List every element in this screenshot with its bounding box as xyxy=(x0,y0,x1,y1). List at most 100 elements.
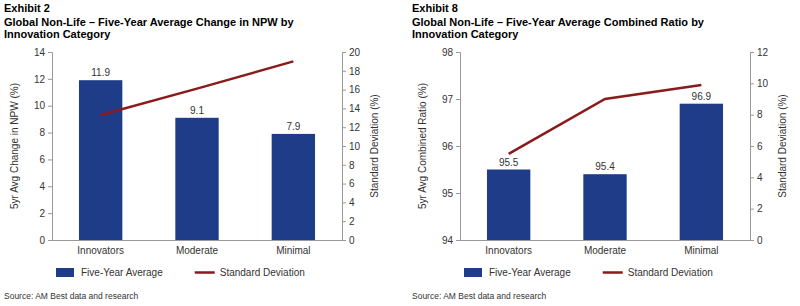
data-label: 9.1 xyxy=(190,105,204,116)
y-tick-mark xyxy=(456,52,460,53)
y2-axis-line xyxy=(751,53,755,241)
y2-tick: 8 xyxy=(342,160,355,171)
y-tick: 2 xyxy=(39,208,52,219)
y-tick: 0 xyxy=(39,235,52,246)
y2-tick: 4 xyxy=(750,172,763,183)
y-tick-label: 10 xyxy=(34,100,46,111)
y2-axis-title: Standard Deviation (%) xyxy=(777,94,788,197)
legend-swatch xyxy=(195,271,215,274)
y-tick: 4 xyxy=(39,181,52,192)
y2-tick-mark xyxy=(342,71,346,72)
y2-tick-mark xyxy=(750,146,754,147)
y2-tick-mark xyxy=(750,83,754,84)
y2-tick-mark xyxy=(342,90,346,91)
y2-tick-label: 0 xyxy=(757,235,763,246)
bar xyxy=(487,170,530,241)
y2-tick: 10 xyxy=(342,141,361,152)
y2-tick-mark xyxy=(750,177,754,178)
y-tick-label: 14 xyxy=(34,47,46,58)
y2-tick: 14 xyxy=(342,103,361,114)
y2-tick: 12 xyxy=(750,47,769,58)
y2-tick-label: 0 xyxy=(349,235,355,246)
x-tick: Innovators xyxy=(77,245,124,256)
line xyxy=(509,85,702,154)
plot-area: 0246810121402468101214161820InnovatorsMo… xyxy=(9,47,380,278)
y-tick-label: 94 xyxy=(442,235,454,246)
y2-tick-label: 8 xyxy=(349,160,355,171)
y-tick-mark xyxy=(48,79,52,80)
y2-tick: 16 xyxy=(342,84,361,95)
x-axis-line xyxy=(53,240,343,241)
bar xyxy=(175,118,218,240)
y2-tick-mark xyxy=(342,127,346,128)
y-axis-title: 5yr Avg Combined Ratio (%) xyxy=(417,83,428,209)
y-tick-mark xyxy=(48,106,52,107)
marks xyxy=(79,61,315,240)
y-tick-label: 2 xyxy=(39,208,45,219)
y2-tick-label: 6 xyxy=(757,141,763,152)
chart-panel: Exhibit 2Global Non-Life – Five-Year Ave… xyxy=(4,2,380,301)
legend-item: Five-Year Average xyxy=(56,267,163,278)
chart-panel: Exhibit 8Global Non-Life – Five-Year Ave… xyxy=(412,2,788,301)
plot-area: 9495969798024681012InnovatorsModerateMin… xyxy=(417,47,788,278)
y2-tick: 10 xyxy=(750,78,769,89)
source-note: Source: AM Best data and research xyxy=(4,291,138,301)
y2-tick-label: 20 xyxy=(349,47,361,58)
y-tick-mark xyxy=(456,240,460,241)
y2-tick: 4 xyxy=(342,197,355,208)
y2-axis-line xyxy=(343,53,347,241)
y2-tick-label: 4 xyxy=(757,172,763,183)
bar xyxy=(79,80,122,240)
legend-item: Five-Year Average xyxy=(464,267,571,278)
y-tick-label: 8 xyxy=(39,127,45,138)
y-tick: 12 xyxy=(34,74,52,85)
x-tick-label: Innovators xyxy=(485,245,532,256)
y-tick-label: 98 xyxy=(442,47,454,58)
y2-tick-mark xyxy=(342,202,346,203)
chart-canvas: Exhibit 2 Global Non-Life – Five-Year Ave… xyxy=(0,0,800,306)
y-tick-mark xyxy=(456,99,460,100)
y2-tick-label: 18 xyxy=(349,66,361,77)
x-tick: Innovators xyxy=(485,245,532,256)
y2-tick-label: 10 xyxy=(757,78,769,89)
y2-tick-label: 12 xyxy=(757,47,769,58)
y2-tick-mark xyxy=(342,108,346,109)
exhibit-label: Exhibit 2 xyxy=(4,2,50,14)
y2-tick-mark xyxy=(342,184,346,185)
legend: Five-Year Average Standard Deviation xyxy=(464,267,713,278)
chart-title: Global Non-Life – Five-Year Average Comb… xyxy=(412,16,705,40)
y-tick-mark xyxy=(48,52,52,53)
y-tick-mark xyxy=(456,193,460,194)
y-tick-mark xyxy=(48,213,52,214)
y2-tick-mark xyxy=(342,165,346,166)
y-tick-mark xyxy=(456,146,460,147)
y-tick: 96 xyxy=(442,141,460,152)
y-tick: 14 xyxy=(34,47,52,58)
y-tick-mark xyxy=(48,186,52,187)
y2-tick-label: 6 xyxy=(349,178,355,189)
legend-label: Five-Year Average xyxy=(489,267,571,278)
y-axis-line xyxy=(456,53,461,241)
y-tick-label: 4 xyxy=(39,181,45,192)
y2-tick-label: 2 xyxy=(757,203,763,214)
y2-tick-label: 2 xyxy=(349,216,355,227)
y2-tick: 6 xyxy=(750,141,763,152)
y2-tick: 2 xyxy=(750,203,763,214)
y2-tick-label: 14 xyxy=(349,103,361,114)
data-label: 95.5 xyxy=(499,157,519,168)
y2-tick-mark xyxy=(342,240,346,241)
y2-tick-mark xyxy=(750,240,754,241)
y2-axis: 0 2 4 6 8 10 12 xyxy=(750,47,769,246)
bar xyxy=(272,134,315,240)
marks xyxy=(487,85,723,240)
x-axis: InnovatorsModerateMinimal xyxy=(53,241,343,257)
legend-item: Standard Deviation xyxy=(195,267,305,278)
y-tick-label: 0 xyxy=(39,235,45,246)
y-tick-label: 97 xyxy=(442,94,454,105)
legend-label: Standard Deviation xyxy=(628,267,713,278)
y2-tick-label: 16 xyxy=(349,84,361,95)
y-tick: 10 xyxy=(34,100,52,111)
data-label: 11.9 xyxy=(91,67,110,78)
y2-tick: 8 xyxy=(750,109,763,120)
legend-label: Standard Deviation xyxy=(220,267,305,278)
